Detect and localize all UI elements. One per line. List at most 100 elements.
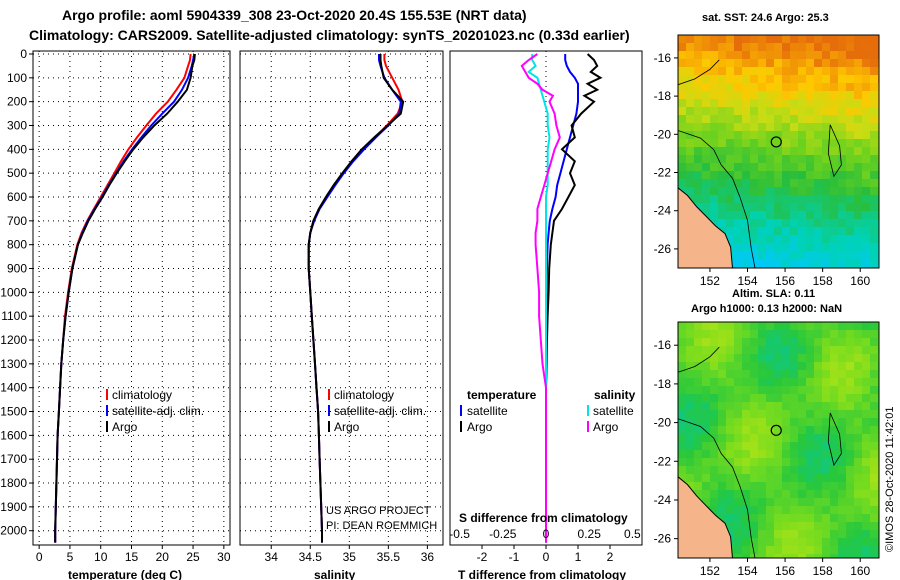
map-cell [710,362,719,371]
land-area [678,187,734,268]
map-cell [822,163,831,172]
map-cell [726,410,735,419]
map-cell [838,394,847,403]
map-cell [798,203,807,212]
map-cell [790,330,799,339]
map-cell [822,378,831,387]
map-cell [862,219,871,228]
map-cell [702,211,711,220]
map-cell [870,498,879,507]
map-cell [686,115,695,124]
map-cell [830,346,839,355]
map-cell [782,330,791,339]
map-cell [734,67,743,76]
map-cell [718,67,727,76]
map-cell [702,131,711,140]
map-cell [806,147,815,156]
map-cell [750,386,759,395]
map-cell [830,107,839,116]
map-cell [838,203,847,212]
map-cell [822,67,831,76]
map-cell [790,426,799,435]
map-cell [750,147,759,156]
map-cell [742,163,751,172]
map-cell [822,179,831,188]
map-cell [766,171,775,180]
map-cell [702,490,711,499]
map-cell [766,490,775,499]
map-cell [742,386,751,395]
map-cell [798,514,807,523]
map-cell [686,386,695,395]
map-cell [838,530,847,539]
map-cell [766,203,775,212]
map-cell [758,235,767,244]
map-cell [862,139,871,148]
map-cell [702,179,711,188]
map-cell [726,203,735,212]
map-cell [830,482,839,491]
map-cell [758,203,767,212]
map-cell [766,378,775,387]
map-cell [774,522,783,531]
map-cell [750,43,759,52]
map-cell [806,450,815,459]
map-cell [846,139,855,148]
map-cell [870,330,879,339]
map-cell [734,522,743,531]
map-cell [790,474,799,483]
map-cell [694,123,703,132]
map-cell [766,139,775,148]
map-cell [742,346,751,355]
map-cell [734,51,743,60]
map-cell [870,83,879,92]
map-cell [862,227,871,236]
map-cell [854,418,863,427]
map-cell [678,426,687,435]
map-cell [790,155,799,164]
series-line-argo [54,53,196,543]
map-cell [806,378,815,387]
map-cell [726,338,735,347]
map-cell [678,131,687,140]
map-cell [774,51,783,60]
sla-map-title-a: Altim. SLA: 0.11 [732,288,815,300]
map-cell [686,378,695,387]
map-cell [686,354,695,363]
map-cell [790,75,799,84]
map-cell [678,35,687,44]
map-cell [790,402,799,411]
map-cell [750,91,759,100]
map-cell [798,163,807,172]
map-cell [830,75,839,84]
map-cell [782,115,791,124]
land-area [678,476,734,558]
map-cell [870,538,879,547]
map-cell [686,83,695,92]
map-cell [830,155,839,164]
map-cell [702,107,711,116]
map-cell [862,482,871,491]
map-cell [798,482,807,491]
map-cell [790,386,799,395]
map-cell [830,362,839,371]
map-cell [838,434,847,443]
map-cell [726,235,735,244]
map-cell [742,354,751,363]
map-cell [870,259,879,268]
map-cell [678,394,687,403]
map-cell [870,514,879,523]
map-cell [862,211,871,220]
map-cell [854,195,863,204]
map-cell [702,434,711,443]
map-cell [806,482,815,491]
map-cell [870,139,879,148]
map-cell [838,418,847,427]
lat-tick-label: -24 [654,204,672,218]
map-cell [830,386,839,395]
map-cell [806,498,815,507]
map-cell [862,546,871,555]
map-cell [830,490,839,499]
map-cell [790,235,799,244]
map-cell [814,346,823,355]
